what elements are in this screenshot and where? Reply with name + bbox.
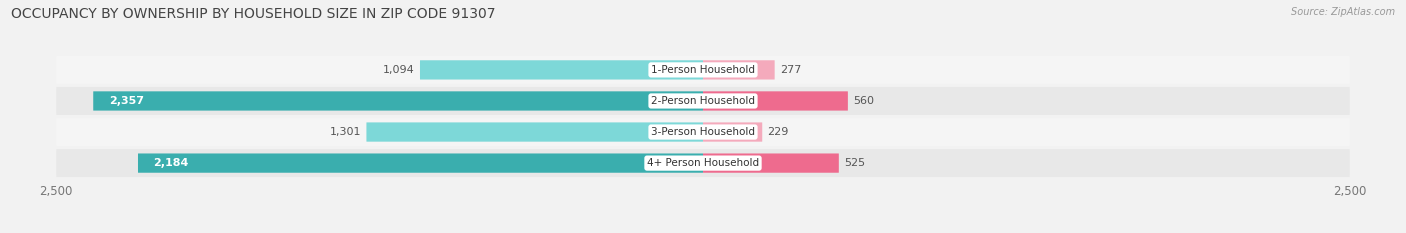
Text: 560: 560 xyxy=(853,96,875,106)
Text: 3-Person Household: 3-Person Household xyxy=(651,127,755,137)
FancyBboxPatch shape xyxy=(703,91,848,111)
Text: Source: ZipAtlas.com: Source: ZipAtlas.com xyxy=(1291,7,1395,17)
FancyBboxPatch shape xyxy=(56,56,1350,84)
Text: 4+ Person Household: 4+ Person Household xyxy=(647,158,759,168)
FancyBboxPatch shape xyxy=(56,118,1350,146)
FancyBboxPatch shape xyxy=(703,60,775,79)
Text: 2-Person Household: 2-Person Household xyxy=(651,96,755,106)
Text: 2,184: 2,184 xyxy=(153,158,188,168)
Text: 1,094: 1,094 xyxy=(382,65,415,75)
Text: 1-Person Household: 1-Person Household xyxy=(651,65,755,75)
FancyBboxPatch shape xyxy=(138,154,703,173)
Text: 525: 525 xyxy=(844,158,865,168)
FancyBboxPatch shape xyxy=(56,87,1350,115)
Text: OCCUPANCY BY OWNERSHIP BY HOUSEHOLD SIZE IN ZIP CODE 91307: OCCUPANCY BY OWNERSHIP BY HOUSEHOLD SIZE… xyxy=(11,7,496,21)
FancyBboxPatch shape xyxy=(367,122,703,142)
Text: 1,301: 1,301 xyxy=(330,127,361,137)
Text: 2,357: 2,357 xyxy=(108,96,143,106)
Text: 229: 229 xyxy=(768,127,789,137)
FancyBboxPatch shape xyxy=(93,91,703,111)
FancyBboxPatch shape xyxy=(420,60,703,79)
FancyBboxPatch shape xyxy=(703,122,762,142)
Text: 277: 277 xyxy=(780,65,801,75)
FancyBboxPatch shape xyxy=(56,149,1350,177)
FancyBboxPatch shape xyxy=(703,154,839,173)
